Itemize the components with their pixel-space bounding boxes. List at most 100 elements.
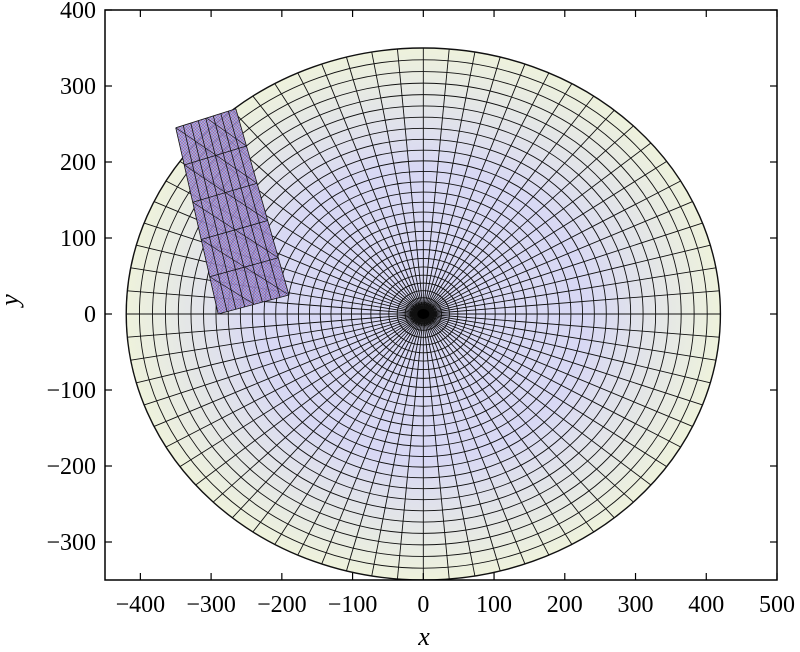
patch-grid-line [220, 113, 272, 300]
x-tick-label: 300 [618, 592, 654, 618]
hatch-line [175, 108, 289, 314]
mesh-radial-line [422, 313, 573, 545]
hatch-line [0, 80, 38, 380]
x-tick-label: −300 [186, 592, 236, 618]
hatch-line [0, 80, 53, 380]
mesh-radial-line [422, 56, 501, 315]
mesh-radial-line [321, 63, 424, 315]
patch-grid-line [218, 294, 290, 315]
hatch-line [728, 80, 800, 380]
mesh-radial-line [422, 63, 526, 315]
hatch-line [0, 80, 14, 380]
hatch-line [175, 108, 228, 314]
patch-diagonal-line [175, 108, 247, 147]
hatch-line [710, 80, 800, 380]
y-tick-label: −100 [46, 378, 96, 404]
mesh-radial-line [127, 313, 424, 338]
hatch-line [175, 108, 289, 314]
hatch-line [175, 108, 255, 314]
hatch-line [181, 108, 289, 314]
hatch-line [175, 108, 289, 314]
hatch-line [0, 80, 56, 380]
hatch-line [175, 108, 289, 314]
hatch-line [0, 80, 56, 380]
patch-diagonal-line [175, 127, 258, 184]
hatch-line [175, 108, 237, 314]
mesh-radial-line [422, 48, 450, 315]
hatch-line [175, 108, 289, 314]
x-tick-label: 0 [417, 592, 429, 618]
y-tick-label: 300 [60, 74, 96, 100]
patch-diagonal-line [175, 108, 237, 110]
mesh-radial-line [130, 313, 424, 361]
hatch-line [175, 108, 289, 314]
hatch-line [175, 108, 289, 314]
hatch-line [175, 108, 243, 314]
mesh-radial-line [423, 313, 716, 361]
mesh-radial-line [345, 56, 424, 315]
mesh-radial-line [423, 313, 703, 406]
hatch-line [0, 80, 62, 380]
hatch-line [0, 80, 5, 380]
mesh-radial-line [423, 161, 667, 315]
mesh-radial-line [423, 313, 681, 448]
mesh-radial-line [422, 51, 476, 315]
patch-grid-line [205, 118, 254, 305]
patch-grid-line [184, 145, 247, 166]
hatch-line [175, 108, 289, 314]
mesh-radial-line [423, 290, 720, 315]
hatch-line [0, 80, 41, 380]
hatch-line [178, 108, 289, 314]
hatch-line [746, 80, 800, 380]
hatch-line [175, 108, 273, 314]
hatch-line [175, 108, 246, 314]
x-tick-label: 100 [476, 592, 512, 618]
hatch-line [175, 108, 289, 314]
hatch-line [175, 108, 289, 314]
mesh-radial-line [165, 313, 424, 448]
mesh-radial-line [274, 313, 424, 545]
y-tick-label: −300 [46, 530, 96, 556]
hatch-line [175, 108, 258, 314]
mesh-radial-line [423, 201, 693, 315]
patch-grid-line [209, 257, 279, 278]
hatch-line [0, 80, 26, 380]
patch-grid-line [175, 127, 219, 315]
hatch-line [0, 80, 62, 380]
hatch-line [175, 108, 289, 314]
hatch-line [716, 80, 800, 380]
hatch-line [175, 108, 289, 314]
hatch-line [0, 80, 113, 380]
y-axis-title: y [0, 294, 24, 309]
mesh-radial-line [371, 313, 424, 577]
hatch-line [740, 80, 800, 380]
patch-grid-line [182, 125, 228, 312]
hatch-line [0, 80, 68, 380]
hatch-line [175, 108, 289, 314]
mesh-radial-line [422, 313, 615, 519]
x-tick-label: 500 [759, 592, 795, 618]
patch-grid-line [201, 220, 268, 240]
hatch-line [175, 108, 289, 314]
y-tick-label: 400 [60, 0, 96, 24]
hatch-line [175, 108, 288, 314]
hatch-line [175, 108, 289, 314]
patch-grid-line [197, 120, 246, 307]
hatch-line [175, 108, 289, 314]
mesh-radial-line [143, 222, 424, 315]
x-tick-label: −100 [328, 592, 378, 618]
hatch-line [175, 108, 289, 314]
hatch-line [175, 108, 240, 314]
x-tick-label: 200 [547, 592, 583, 618]
hatch-line [0, 80, 47, 380]
patch-grid-line [235, 108, 290, 296]
mesh-radial-line [423, 142, 652, 315]
hatch-line [175, 108, 270, 314]
disc-mesh [125, 47, 722, 580]
patch-grid-line [212, 115, 263, 303]
hatch-line [175, 108, 289, 314]
hatch-line [175, 108, 289, 314]
center-node [417, 309, 430, 319]
hatch-line [0, 80, 29, 380]
